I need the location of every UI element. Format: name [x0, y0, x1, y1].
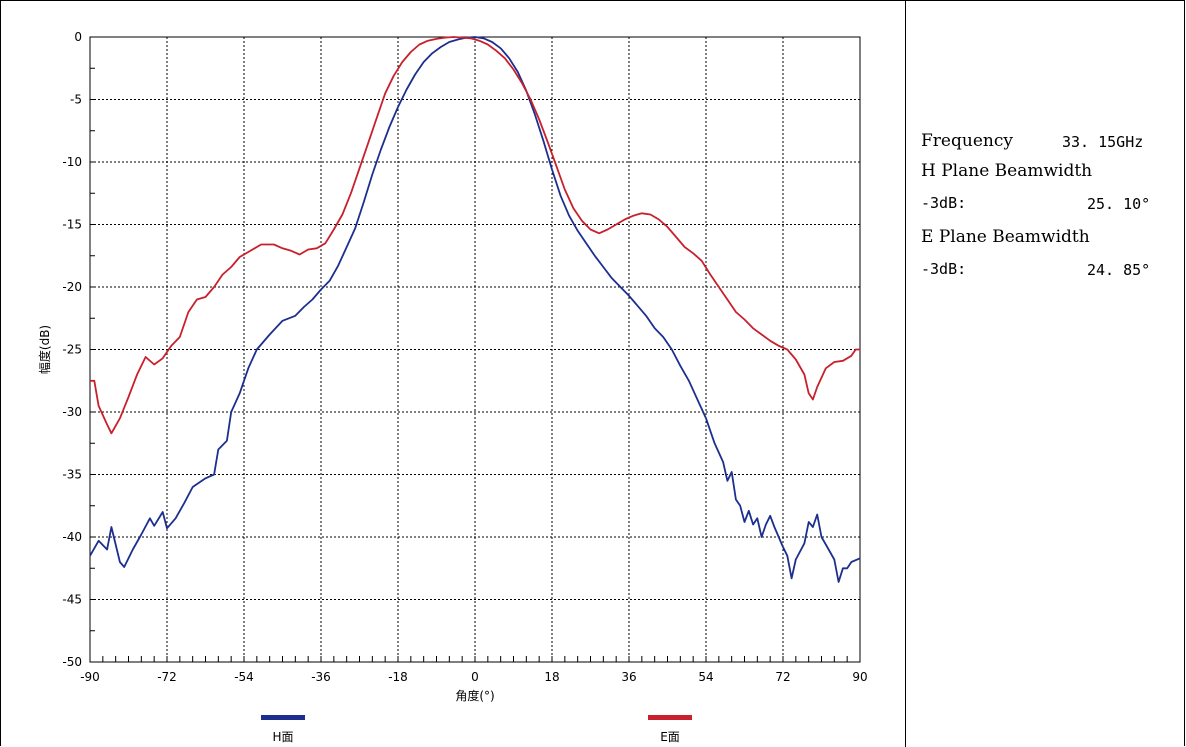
y-tick-labels: 0 -5 -10 -15 -20 -25 -30 -35 -40 -45 -50 [62, 30, 82, 669]
x-tick-label: -54 [234, 670, 254, 684]
e-plane-label: E Plane Beamwidth [921, 227, 1090, 247]
y-tick-label: -35 [62, 468, 82, 482]
y-tick-label: -10 [62, 155, 82, 169]
x-tick-label: 18 [544, 670, 559, 684]
h-3db-value: 25. 10° [1087, 195, 1151, 213]
legend-label: E面 [660, 730, 680, 744]
frequency-row: Frequency 33. 15GHz [921, 130, 1143, 152]
y-tick-label: 0 [74, 30, 82, 44]
x-tick-label: 36 [621, 670, 636, 684]
e-3db-value: 24. 85° [1087, 261, 1151, 279]
h-3db-row: -3dB: 25. 10° [921, 192, 1150, 214]
radiation-pattern-chart: 0 -5 -10 -15 -20 -25 -30 -35 -40 -45 -50 -90 -72 -54… [37, 30, 868, 744]
x-tick-label: 54 [698, 670, 713, 684]
h-plane-title: H Plane Beamwidth [921, 160, 1092, 182]
y-tick-label: -15 [62, 218, 82, 232]
y-tick-label: -50 [62, 655, 82, 669]
y-tick-label: -20 [62, 280, 82, 294]
x-tick-label: 90 [852, 670, 867, 684]
minor-ticks [89, 36, 861, 663]
e-plane-title: E Plane Beamwidth [921, 226, 1090, 248]
x-tick-label: -36 [311, 670, 331, 684]
x-axis-label: 角度(°) [455, 688, 494, 703]
x-tick-label: 72 [775, 670, 790, 684]
series-line-e [90, 36, 860, 435]
series-line-h [89, 36, 861, 583]
legend-swatch [648, 715, 692, 720]
x-tick-labels: -90 -72 -54 -36 -18 0 18 36 54 72 90 [80, 670, 867, 684]
h-3db-label: -3dB: [921, 194, 967, 212]
x-tick-label: -18 [388, 670, 408, 684]
y-tick-label: -40 [62, 530, 82, 544]
y-tick-label: -30 [62, 405, 82, 419]
x-tick-label: -72 [157, 670, 177, 684]
panel-divider [905, 0, 906, 747]
e-3db-row: -3dB: 24. 85° [921, 258, 1150, 280]
e-3db-label: -3dB: [921, 260, 967, 278]
y-tick-label: -5 [70, 93, 82, 107]
y-tick-label: -25 [62, 343, 82, 357]
legend-label: H面 [272, 730, 293, 744]
frequency-label: Frequency [921, 131, 1013, 151]
series-lines [89, 36, 861, 583]
y-tick-label: -45 [62, 593, 82, 607]
legend-swatch [261, 715, 305, 720]
grid [90, 37, 860, 662]
x-tick-label: 0 [471, 670, 479, 684]
x-tick-label: -90 [80, 670, 100, 684]
legend: H面 E面 [261, 715, 692, 744]
y-axis-label: 幅度(dB) [37, 325, 52, 374]
frequency-value: 33. 15GHz [1062, 133, 1144, 151]
h-plane-label: H Plane Beamwidth [921, 161, 1093, 181]
